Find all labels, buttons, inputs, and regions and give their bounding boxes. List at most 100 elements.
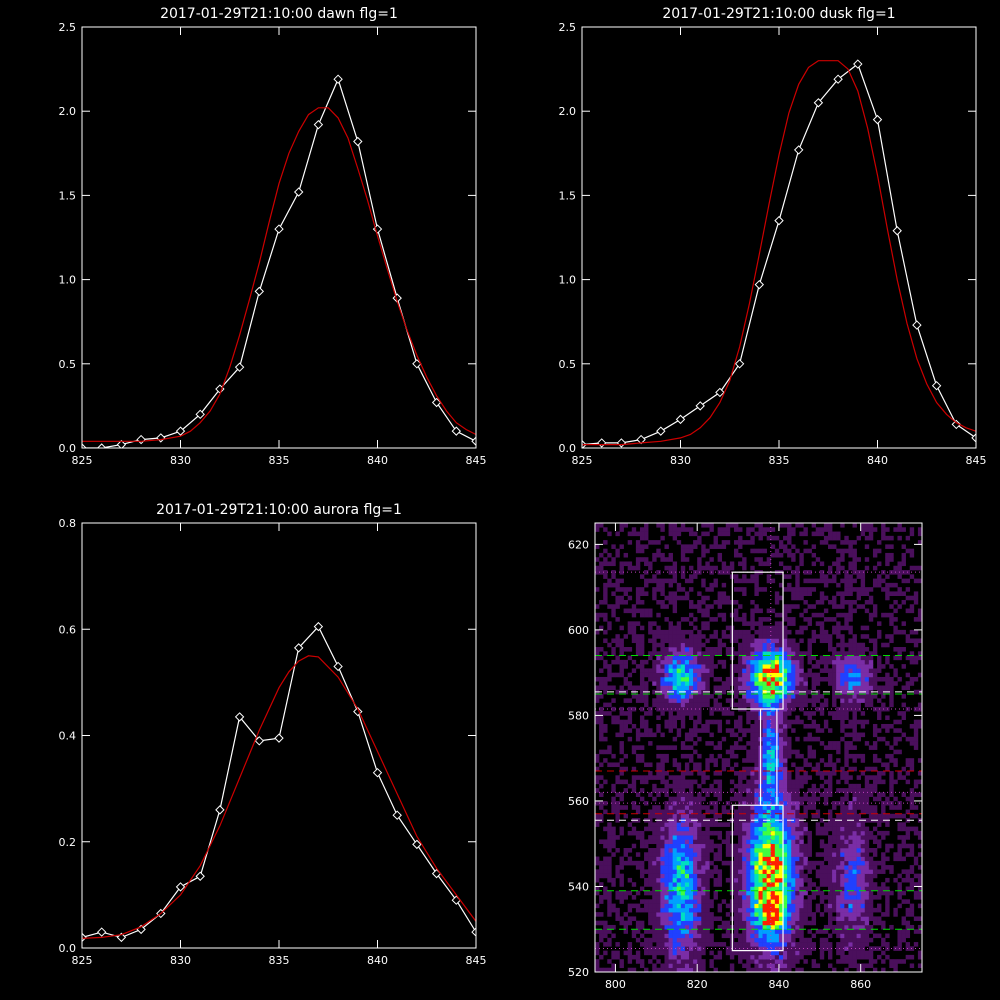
heatmap-cell [774, 899, 780, 904]
heatmap-cell [864, 835, 870, 840]
heatmap-cell [746, 886, 751, 892]
heatmap-cell [811, 800, 817, 806]
heatmap-cell [644, 946, 649, 951]
heatmap-cell [791, 800, 796, 806]
heatmap-cell [885, 830, 890, 836]
heatmap-cell [717, 723, 723, 729]
heatmap-cell [644, 852, 649, 857]
heatmap-cell [872, 758, 878, 763]
heatmap-cell [881, 942, 886, 947]
heatmap-cell [619, 856, 624, 862]
heatmap-cell [693, 685, 698, 691]
heatmap-cell [840, 856, 845, 862]
heatmap-cell [680, 967, 686, 973]
heatmap-cell [684, 809, 690, 815]
chart-title: 2017-01-29T21:10:00 dusk flg=1 [662, 6, 895, 22]
heatmap-cell [770, 865, 776, 870]
heatmap-cell [627, 847, 633, 853]
heatmap-cell [778, 852, 784, 857]
heatmap-cell [664, 877, 669, 883]
heatmap-cell [783, 565, 788, 571]
heatmap-cell [778, 659, 784, 665]
heatmap-cell [648, 625, 653, 631]
heatmap-cell [639, 830, 645, 836]
heatmap-cell [762, 617, 767, 622]
heatmap-cell [815, 766, 821, 772]
heatmap-cell [832, 805, 837, 810]
heatmap-cell [684, 847, 690, 853]
heatmap-cell [738, 788, 743, 793]
heatmap-cell [754, 629, 759, 635]
heatmap-cell [729, 950, 735, 956]
heatmap-cell [684, 629, 690, 635]
heatmap-cell [836, 899, 841, 904]
heatmap-cell [762, 869, 767, 874]
heatmap-cell [766, 647, 772, 652]
heatmap-cell [680, 647, 686, 652]
heatmap-cell [648, 775, 653, 780]
heatmap-cell [803, 548, 808, 554]
heatmap-cell [717, 595, 723, 601]
heatmap-cell [631, 604, 637, 609]
heatmap-cell [656, 612, 661, 618]
heatmap-cell [635, 835, 641, 840]
heatmap-cell [660, 732, 665, 738]
heatmap-cell [709, 647, 714, 652]
heatmap-cell [746, 942, 751, 947]
heatmap-cell [827, 668, 833, 673]
heatmap-cell [668, 642, 673, 648]
heatmap-cell [860, 877, 866, 883]
heatmap-cell [774, 924, 780, 930]
heatmap-cell [799, 852, 804, 857]
heatmap-cell [795, 907, 800, 913]
heatmap-cell [864, 783, 870, 789]
heatmap-cell [595, 942, 600, 947]
heatmap-cell [603, 587, 608, 592]
heatmap-cell [799, 775, 804, 780]
heatmap-cell [754, 869, 759, 874]
heatmap-cell [766, 766, 772, 772]
heatmap-cell [607, 873, 612, 879]
heatmap-cell [758, 818, 763, 823]
heatmap-cell [799, 587, 804, 592]
heatmap-cell [709, 544, 714, 549]
heatmap-cell [758, 531, 763, 537]
heatmap-cell [774, 877, 780, 883]
heatmap-cell [762, 681, 767, 686]
heatmap-cell [664, 907, 669, 913]
heatmap-cell [766, 608, 772, 614]
heatmap-cell [778, 672, 784, 678]
data-point [215, 805, 225, 815]
heatmap-cell [754, 694, 759, 699]
heatmap-cell [868, 612, 874, 618]
heatmap-cell [770, 903, 776, 909]
heatmap-cell [639, 689, 645, 695]
heatmap-cell [660, 830, 665, 836]
heatmap-cell [840, 552, 845, 558]
heatmap-cell [599, 775, 604, 780]
heatmap-cell [668, 570, 673, 575]
heatmap-cell [762, 882, 767, 887]
heatmap-cell [652, 946, 657, 951]
heatmap-cell [827, 924, 833, 930]
heatmap-cell [758, 655, 763, 661]
heatmap-cell [762, 933, 767, 939]
data-point [813, 98, 824, 108]
heatmap-cell [844, 651, 849, 656]
heatmap-cell [742, 732, 747, 738]
heatmap-cell [766, 937, 772, 943]
heatmap-cell [799, 835, 804, 840]
heatmap-cell [791, 604, 796, 609]
heatmap-cell [762, 668, 767, 673]
heatmap-cell [746, 899, 751, 904]
heatmap-cell [693, 723, 698, 729]
heatmap-cell [852, 676, 857, 682]
heatmap-cell [689, 805, 694, 810]
heatmap-cell [668, 954, 673, 960]
heatmap-cell [672, 877, 678, 883]
heatmap-cell [627, 698, 633, 703]
heatmap-cell [840, 826, 845, 832]
heatmap-cell [795, 890, 800, 896]
data-line-white [82, 77, 476, 448]
